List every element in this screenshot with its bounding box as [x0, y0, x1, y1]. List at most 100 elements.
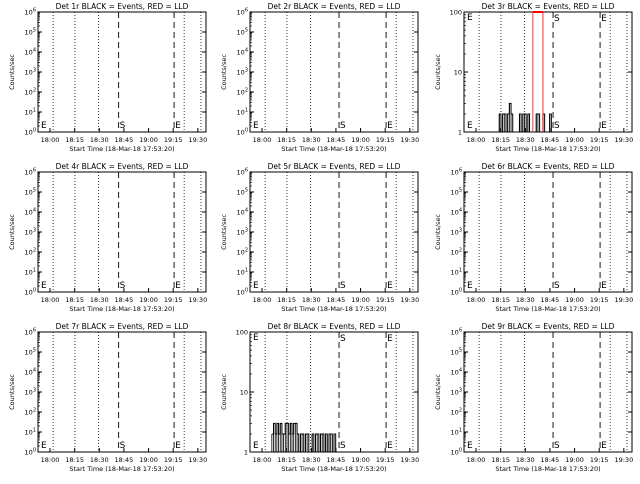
y-tick-label: 100: [451, 448, 462, 457]
marker-label-e: E: [387, 441, 393, 451]
y-tick-label: 10: [454, 69, 462, 77]
y-tick-label: 104: [25, 48, 36, 57]
x-axis-label: Start Time (18-Mar-18 17:53:20): [69, 145, 174, 153]
x-tick-label: 18:45: [115, 296, 134, 304]
y-tick-label: 103: [451, 388, 462, 397]
plot-frame: [37, 331, 207, 453]
x-tick-label: 18:30: [302, 296, 321, 304]
x-tick-label: 18:15: [491, 136, 510, 144]
marker-label-e: E: [467, 441, 473, 451]
y-tick-label: 102: [25, 408, 36, 417]
marker-label-e: E: [467, 281, 473, 291]
marker-label-s: S: [120, 121, 126, 131]
plot-frame: [463, 171, 633, 293]
y-tick-label: 101: [25, 428, 36, 437]
y-tick-label: 101: [237, 268, 248, 277]
x-tick-label: 18:30: [90, 456, 109, 464]
y-tick-label: 100: [25, 288, 36, 297]
series-line: [271, 422, 338, 453]
marker-label-top: S: [340, 334, 346, 344]
x-tick-label: 18:00: [41, 136, 60, 144]
panel-title: Det 7r BLACK = Events, RED = LLD: [56, 322, 189, 331]
x-axis-label: Start Time (18-Mar-18 17:53:20): [281, 145, 386, 153]
x-axis-label: Start Time (18-Mar-18 17:53:20): [69, 305, 174, 313]
y-tick-label: 103: [237, 68, 248, 77]
y-tick-label: 105: [451, 348, 462, 357]
x-tick-label: 18:30: [302, 136, 321, 144]
x-tick-label: 18:00: [467, 296, 486, 304]
x-tick-label: 19:15: [376, 456, 395, 464]
y-tick-label: 102: [25, 88, 36, 97]
y-tick-label: 106: [25, 168, 36, 177]
panel-det-9: Det 9r BLACK = Events, RED = LLD 100 101 10…: [434, 322, 633, 473]
plot-frame: [463, 331, 633, 453]
panel-title: Det 2r BLACK = Events, RED = LLD: [268, 2, 401, 11]
marker-label-s: S: [554, 121, 560, 131]
x-tick-label: 19:30: [614, 136, 633, 144]
panel-det-6: Det 6r BLACK = Events, RED = LLD 100 101 10…: [434, 162, 633, 313]
y-axis-label: Counts/sec: [220, 214, 228, 250]
x-tick-label: 19:15: [164, 456, 183, 464]
x-tick-label: 19:30: [400, 456, 419, 464]
panel-title: Det 4r BLACK = Events, RED = LLD: [56, 162, 189, 171]
marker-label-e: E: [601, 281, 607, 291]
y-tick-label: 100: [451, 288, 462, 297]
y-tick-label: 100: [236, 329, 248, 337]
y-tick-label: 100: [237, 128, 248, 137]
y-tick-label: 103: [25, 228, 36, 237]
x-axis-label: Start Time (18-Mar-18 17:53:20): [495, 465, 600, 473]
marker-label-e: E: [467, 121, 473, 131]
y-tick-label: 101: [237, 108, 248, 117]
y-tick-label: 106: [237, 8, 248, 17]
x-tick-label: 19:00: [139, 136, 158, 144]
y-tick-label: 105: [237, 188, 248, 197]
x-tick-label: 19:00: [351, 136, 370, 144]
y-tick-label: 100: [25, 128, 36, 137]
y-tick-label: 1: [244, 449, 248, 457]
x-tick-label: 18:30: [90, 296, 109, 304]
y-tick-label: 104: [237, 48, 248, 57]
y-axis-label: Counts/sec: [220, 374, 228, 410]
y-tick-label: 102: [237, 248, 248, 257]
panel-title: Det 1r BLACK = Events, RED = LLD: [56, 2, 189, 11]
x-tick-label: 18:00: [253, 456, 272, 464]
panel-det-5: Det 5r BLACK = Events, RED = LLD 100 101 10…: [220, 162, 419, 313]
x-axis-label: Start Time (18-Mar-18 17:53:20): [69, 465, 174, 473]
x-tick-label: 18:15: [65, 136, 84, 144]
y-tick-label: 104: [451, 208, 462, 217]
x-tick-label: 18:30: [516, 136, 535, 144]
plot-frame: [249, 11, 419, 133]
marker-label-top: E: [601, 14, 607, 24]
marker-label-top: E: [387, 334, 393, 344]
marker-label-e: E: [253, 281, 259, 291]
x-tick-label: 19:15: [376, 296, 395, 304]
y-tick-label: 101: [451, 268, 462, 277]
marker-label-e: E: [41, 281, 47, 291]
panel-title: Det 8r BLACK = Events, RED = LLD: [268, 322, 401, 331]
plot-frame: [249, 171, 419, 293]
x-tick-label: 18:00: [467, 456, 486, 464]
marker-label-e: E: [601, 121, 607, 131]
panel-det-4: Det 4r BLACK = Events, RED = LLD 100 101 10…: [8, 162, 207, 313]
y-tick-label: 101: [451, 428, 462, 437]
x-tick-label: 19:00: [565, 456, 584, 464]
x-tick-label: 18:45: [541, 456, 560, 464]
marker-label-s: S: [340, 281, 346, 291]
y-axis-label: Counts/sec: [8, 374, 16, 410]
y-tick-label: 103: [451, 228, 462, 237]
y-axis-label: Counts/sec: [434, 54, 442, 90]
x-tick-label: 18:00: [253, 296, 272, 304]
marker-label-e: E: [253, 441, 259, 451]
marker-label-top: S: [554, 14, 560, 24]
x-tick-label: 18:45: [541, 136, 560, 144]
x-tick-label: 18:15: [65, 296, 84, 304]
y-tick-label: 106: [451, 328, 462, 337]
x-tick-label: 18:00: [253, 136, 272, 144]
y-tick-label: 104: [237, 208, 248, 217]
y-axis-label: Counts/sec: [434, 374, 442, 410]
x-tick-label: 19:30: [188, 296, 207, 304]
x-tick-label: 19:15: [164, 136, 183, 144]
y-axis-label: Counts/sec: [434, 214, 442, 250]
y-tick-label: 106: [25, 8, 36, 17]
y-tick-label: 100: [25, 448, 36, 457]
